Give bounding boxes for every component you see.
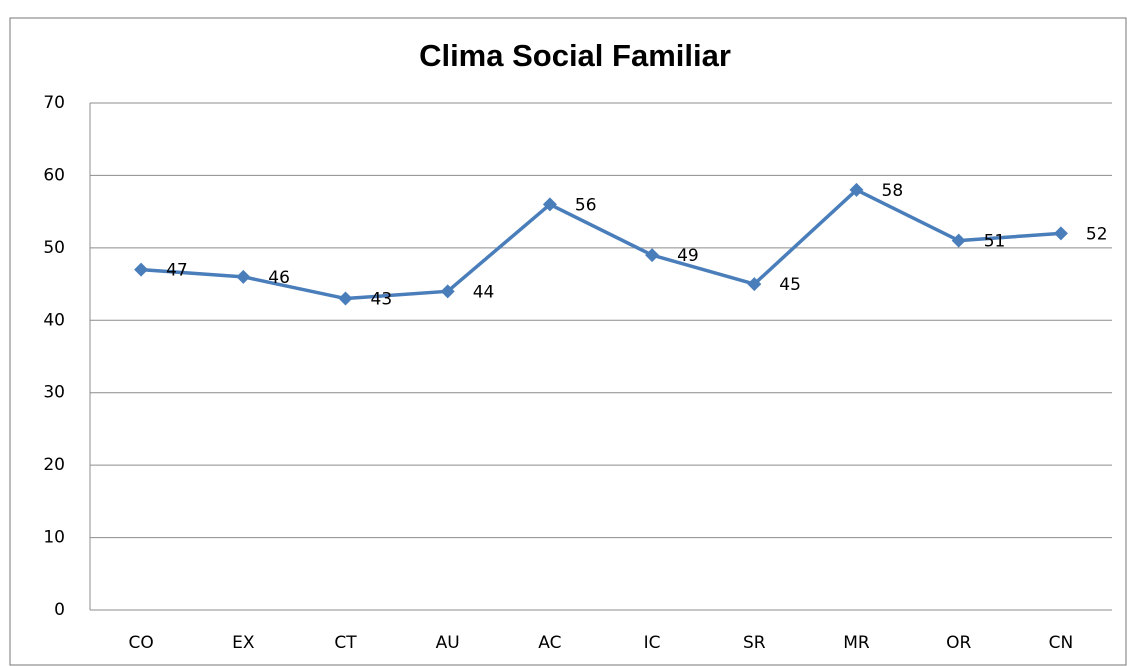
data-label: 58 [882, 181, 904, 201]
x-tick-label: OR [946, 633, 971, 653]
x-tick-label: AU [436, 633, 460, 653]
x-tick-label: CO [128, 633, 153, 653]
chart-frame [9, 17, 1127, 666]
x-tick-label: AC [538, 633, 561, 653]
data-label: 51 [984, 232, 1006, 252]
x-tick-label: EX [232, 633, 255, 653]
data-label: 43 [371, 290, 393, 310]
y-tick-label: 50 [43, 238, 65, 258]
data-label: 52 [1086, 224, 1108, 244]
data-label: 44 [473, 282, 495, 302]
marker [134, 262, 149, 277]
marker [645, 248, 660, 263]
x-tick-label: SR [743, 633, 766, 653]
y-tick-label: 20 [43, 455, 65, 475]
x-tick-label: IC [644, 633, 661, 653]
data-label: 47 [166, 261, 188, 281]
data-label: 49 [677, 246, 699, 266]
y-tick-label: 40 [43, 310, 65, 330]
y-tick-label: 10 [43, 528, 65, 548]
marker [236, 269, 251, 284]
x-tick-label: CT [334, 633, 357, 653]
data-label: 46 [268, 268, 290, 288]
marker [747, 277, 762, 292]
marker [849, 182, 864, 197]
chart-title: Clima Social Familiar [419, 38, 731, 73]
x-tick-label: MR [843, 633, 870, 653]
data-label: 56 [575, 195, 597, 215]
marker [1053, 226, 1068, 241]
marker [338, 291, 353, 306]
y-tick-label: 0 [54, 600, 65, 620]
data-label: 45 [779, 275, 801, 295]
y-tick-label: 60 [43, 165, 65, 185]
marker [440, 284, 455, 299]
y-tick-label: 30 [43, 383, 65, 403]
y-tick-label: 70 [43, 93, 65, 113]
x-tick-label: CN [1049, 633, 1074, 653]
marker [951, 233, 966, 248]
line [140, 188, 1062, 301]
marker [542, 197, 557, 212]
